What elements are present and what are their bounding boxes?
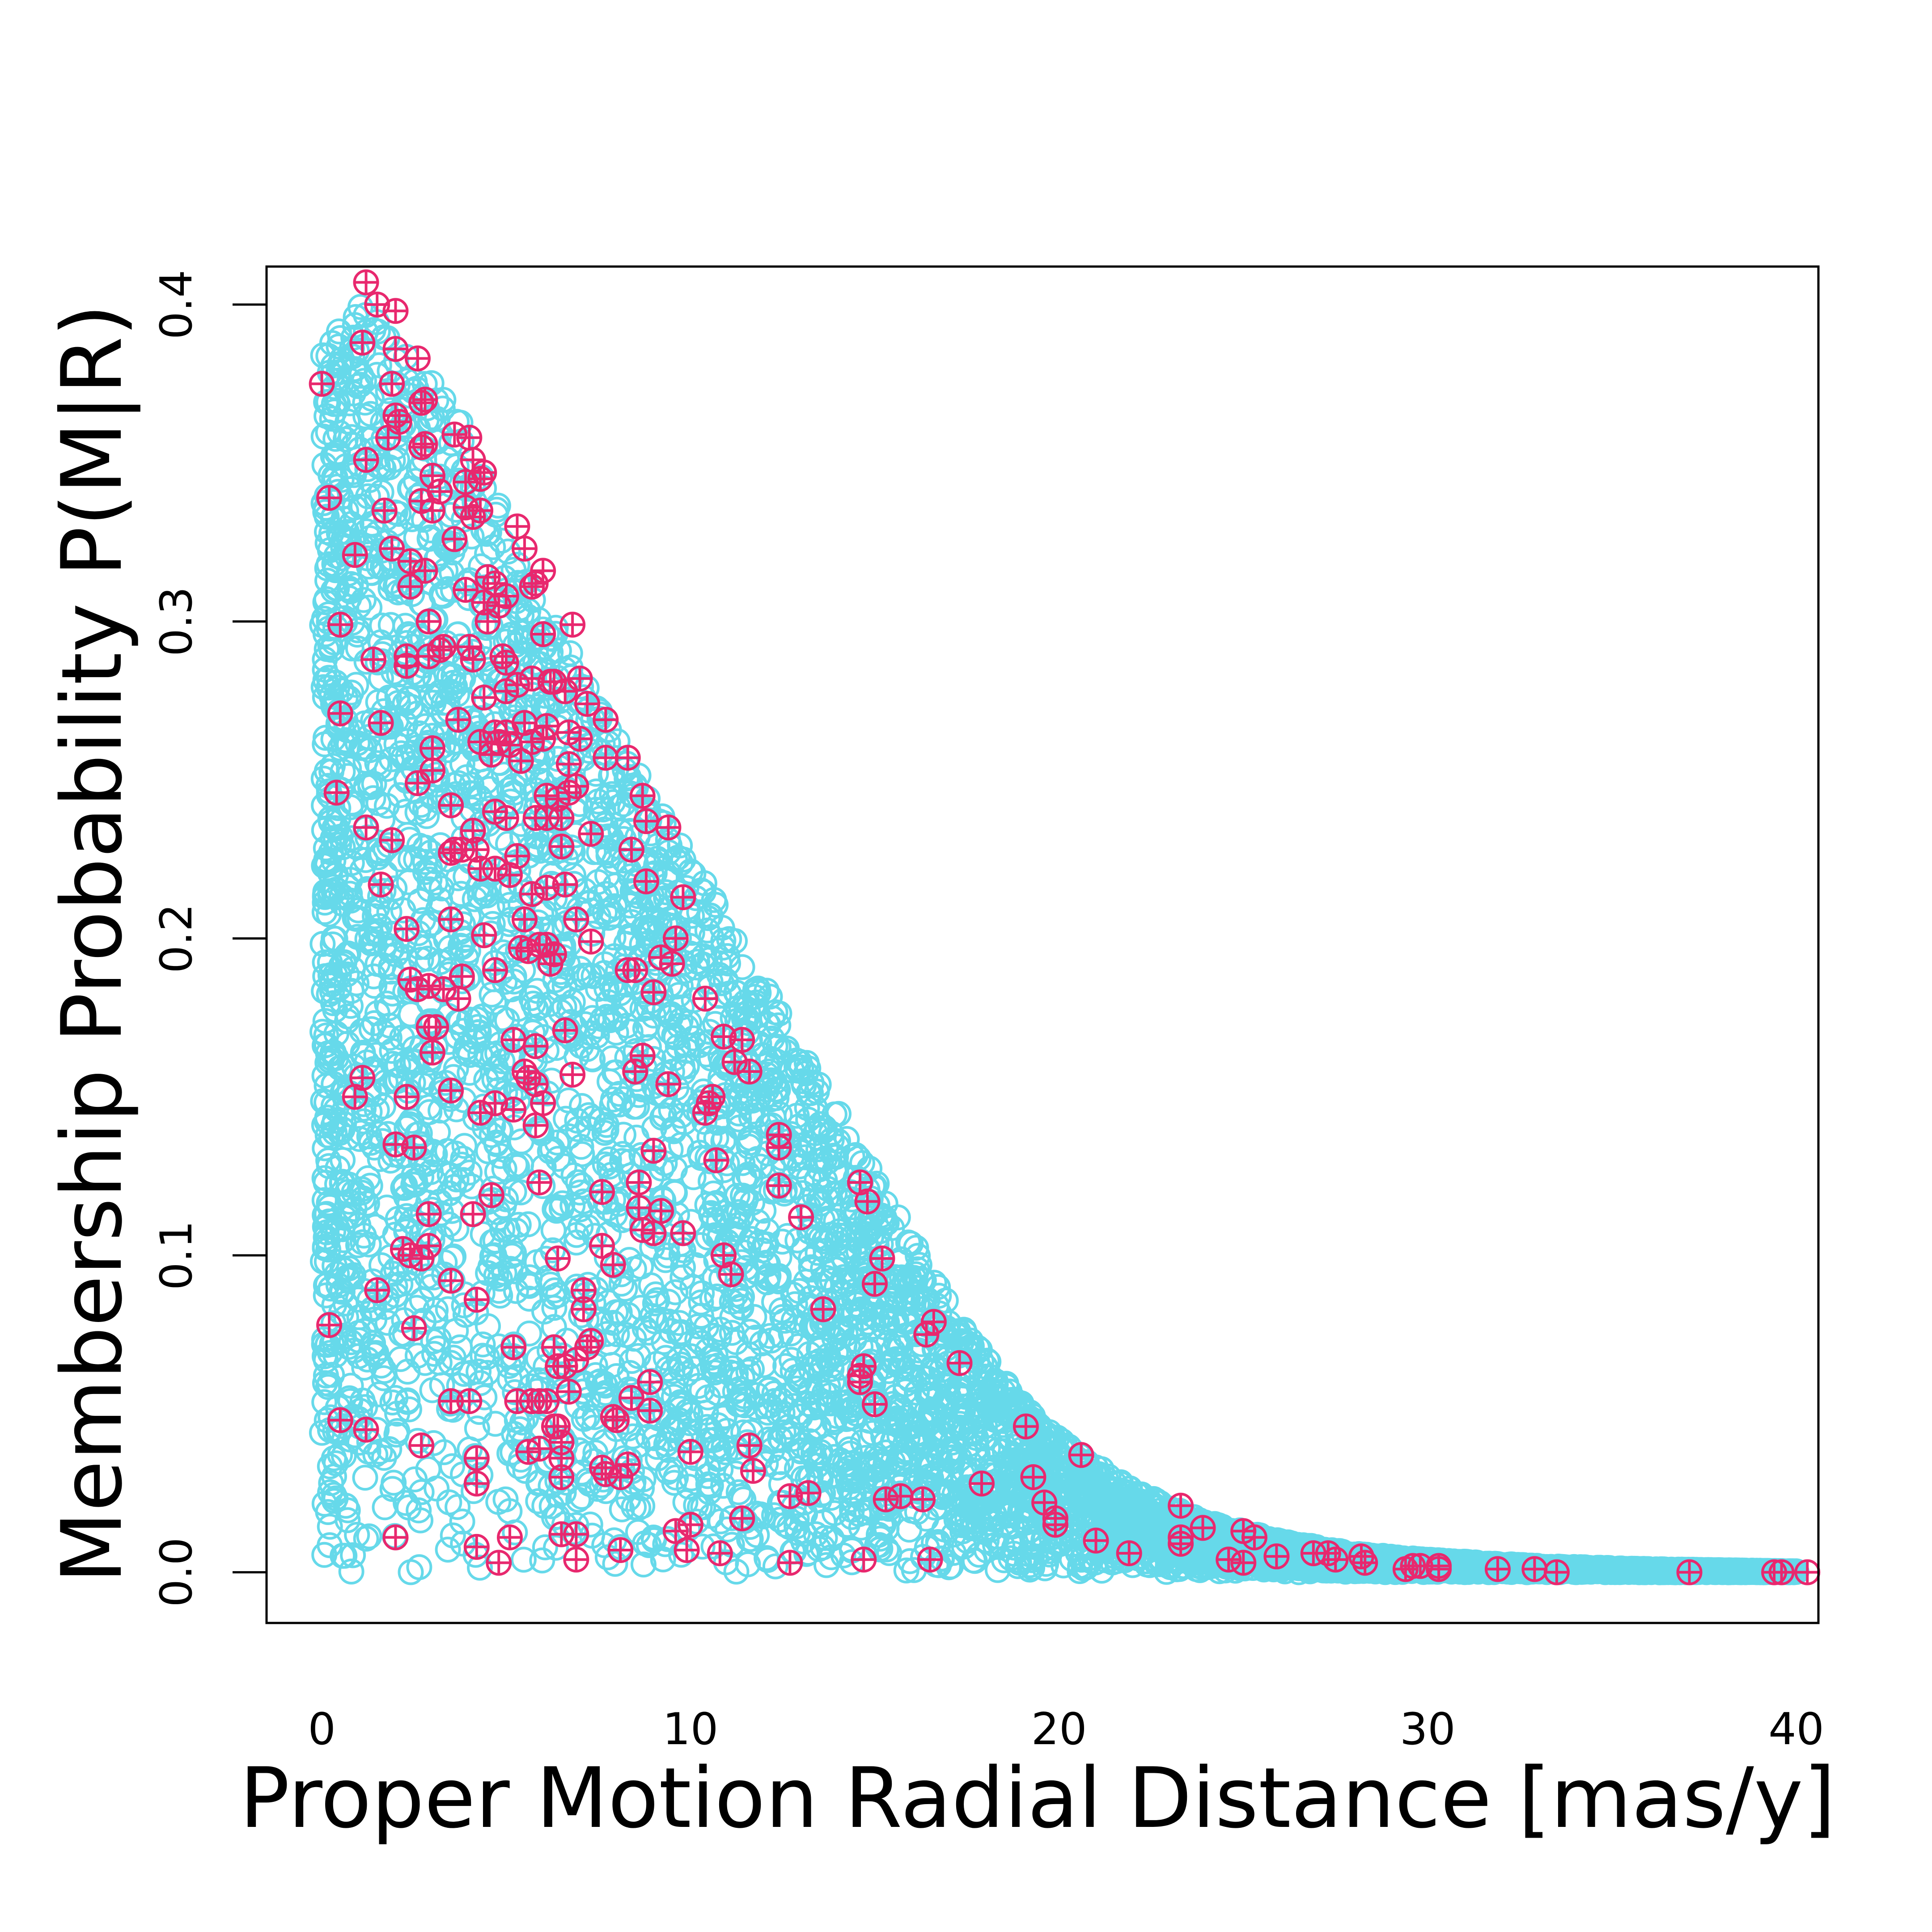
background-point bbox=[412, 849, 438, 875]
background-point bbox=[352, 847, 379, 873]
background-point bbox=[352, 1465, 378, 1491]
background-point bbox=[367, 1438, 393, 1465]
background-point bbox=[311, 1389, 338, 1415]
background-point bbox=[457, 1159, 483, 1186]
background-point bbox=[382, 1385, 409, 1411]
background-point bbox=[551, 1153, 577, 1179]
background-point bbox=[469, 1280, 496, 1306]
background-point bbox=[386, 501, 412, 527]
background-point bbox=[556, 1123, 582, 1149]
background-point bbox=[516, 1320, 542, 1347]
background-point bbox=[356, 1523, 382, 1550]
background-point bbox=[381, 1470, 407, 1496]
background-point bbox=[532, 1534, 558, 1560]
background-point bbox=[376, 1436, 402, 1462]
background-point bbox=[662, 1279, 689, 1305]
background-point bbox=[661, 1384, 687, 1410]
background-point bbox=[571, 1406, 597, 1432]
background-point bbox=[508, 811, 534, 837]
background-point bbox=[462, 1443, 488, 1469]
background-point bbox=[630, 1551, 657, 1578]
background-point bbox=[489, 1005, 515, 1031]
background-point bbox=[762, 1553, 788, 1580]
background-point bbox=[765, 1012, 792, 1038]
